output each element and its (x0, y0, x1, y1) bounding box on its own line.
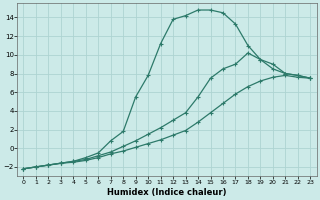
X-axis label: Humidex (Indice chaleur): Humidex (Indice chaleur) (107, 188, 227, 197)
